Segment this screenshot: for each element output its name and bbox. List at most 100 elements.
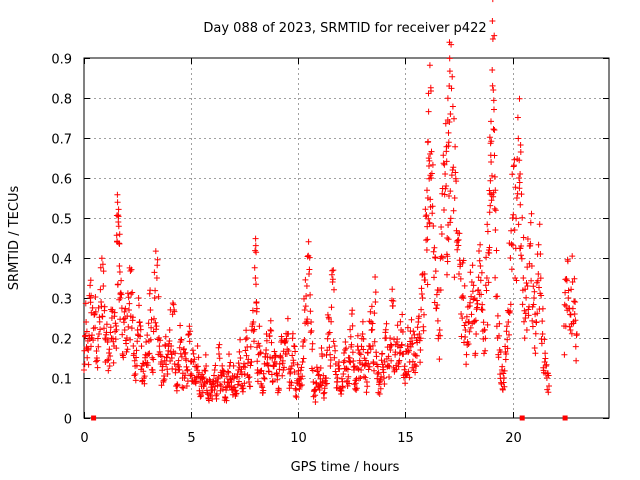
data-point bbox=[408, 316, 415, 323]
data-point bbox=[379, 350, 386, 357]
data-point bbox=[492, 207, 499, 214]
data-point bbox=[253, 249, 260, 256]
data-point bbox=[414, 324, 421, 331]
data-point bbox=[528, 210, 535, 217]
data-point bbox=[258, 367, 265, 374]
data-point bbox=[424, 281, 431, 288]
data-point bbox=[358, 367, 365, 373]
data-point bbox=[283, 335, 290, 342]
data-point bbox=[505, 319, 512, 325]
data-point bbox=[537, 275, 544, 282]
data-point bbox=[252, 275, 259, 281]
data-point bbox=[252, 247, 259, 254]
data-point bbox=[93, 358, 100, 365]
data-point bbox=[405, 368, 412, 375]
data-point bbox=[225, 369, 232, 376]
data-point bbox=[151, 269, 158, 276]
data-point bbox=[454, 237, 461, 244]
data-point bbox=[453, 178, 460, 185]
data-point bbox=[447, 111, 454, 117]
data-point bbox=[200, 374, 207, 381]
data-point bbox=[546, 383, 552, 389]
data-point bbox=[133, 354, 140, 361]
data-point bbox=[341, 357, 348, 364]
data-point bbox=[168, 355, 175, 361]
data-point bbox=[438, 224, 445, 230]
data-point bbox=[147, 336, 154, 343]
data-point bbox=[371, 310, 378, 317]
data-point bbox=[146, 350, 153, 357]
data-point bbox=[495, 354, 502, 361]
data-point bbox=[436, 356, 443, 363]
data-point bbox=[494, 312, 501, 319]
data-point bbox=[104, 337, 111, 343]
data-point bbox=[302, 303, 309, 310]
data-point bbox=[563, 277, 570, 284]
data-point bbox=[539, 305, 546, 312]
data-point bbox=[327, 357, 334, 363]
data-point bbox=[238, 371, 245, 378]
data-point bbox=[491, 106, 497, 113]
data-point bbox=[116, 231, 123, 238]
data-point bbox=[361, 373, 367, 380]
data-point bbox=[292, 348, 299, 355]
data-point bbox=[354, 332, 361, 339]
data-point bbox=[417, 335, 424, 342]
data-point bbox=[535, 241, 542, 248]
data-point bbox=[422, 206, 429, 213]
data-point bbox=[569, 253, 576, 260]
x-tick-label: 20 bbox=[505, 431, 522, 446]
data-point bbox=[408, 335, 415, 341]
data-point bbox=[440, 152, 447, 159]
data-point bbox=[507, 301, 514, 308]
data-point bbox=[253, 305, 260, 312]
data-point bbox=[216, 351, 222, 357]
data-point bbox=[365, 366, 372, 373]
data-point bbox=[118, 291, 125, 298]
data-point bbox=[234, 381, 241, 388]
data-point bbox=[422, 277, 429, 283]
data-point bbox=[387, 335, 394, 342]
data-point bbox=[516, 175, 522, 181]
data-point bbox=[190, 359, 197, 365]
data-point bbox=[469, 288, 476, 295]
data-point bbox=[370, 360, 377, 367]
x-tick-labels: 0 5 10 15 20 bbox=[80, 431, 521, 446]
data-point bbox=[156, 343, 163, 350]
data-point bbox=[466, 328, 473, 335]
data-point bbox=[182, 349, 189, 356]
data-point bbox=[247, 362, 254, 369]
data-point bbox=[378, 357, 385, 364]
data-point bbox=[516, 157, 523, 164]
data-point bbox=[203, 363, 210, 369]
data-point bbox=[437, 287, 444, 293]
data-point bbox=[119, 331, 126, 338]
data-point bbox=[186, 338, 193, 345]
data-point bbox=[482, 335, 489, 342]
data-point bbox=[151, 295, 158, 301]
data-point bbox=[538, 292, 545, 299]
data-point bbox=[486, 134, 493, 141]
data-point bbox=[106, 346, 113, 353]
data-point bbox=[105, 356, 112, 363]
data-point bbox=[429, 203, 436, 210]
data-point bbox=[147, 307, 154, 313]
data-point bbox=[267, 327, 274, 333]
data-point bbox=[121, 308, 128, 315]
data-point bbox=[179, 384, 186, 391]
data-point bbox=[511, 227, 518, 233]
y-tick-label: 0 bbox=[64, 413, 72, 428]
data-point bbox=[411, 331, 418, 338]
data-point bbox=[452, 169, 459, 176]
data-point bbox=[489, 82, 496, 89]
data-point bbox=[186, 331, 192, 337]
data-point bbox=[448, 41, 455, 48]
data-point bbox=[132, 371, 139, 377]
data-point bbox=[261, 375, 268, 382]
data-point bbox=[377, 376, 384, 383]
data-point bbox=[425, 138, 432, 145]
data-point bbox=[184, 366, 191, 373]
data-point bbox=[183, 363, 190, 370]
data-point bbox=[428, 175, 435, 181]
data-point bbox=[318, 345, 325, 351]
